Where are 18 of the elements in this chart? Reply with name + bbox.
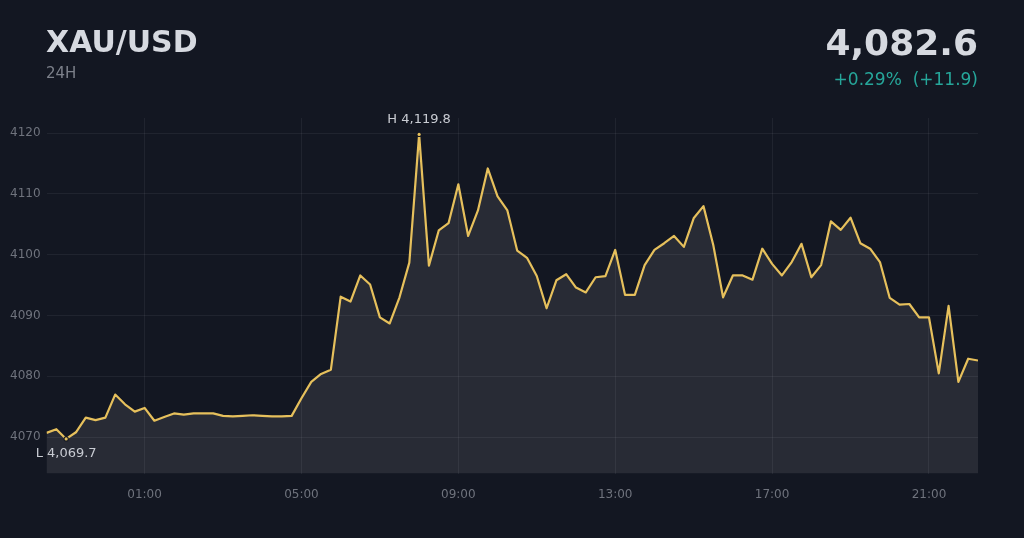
text: +0.29% (+11.9) <box>833 69 978 89</box>
x-tick-label: 01:00 <box>127 486 162 501</box>
x-tick-label: 09:00 <box>441 486 476 501</box>
y-tick-label: 4090 <box>9 307 41 322</box>
y-tick-label: 4110 <box>9 186 41 201</box>
annotation: H 4,119.8 <box>387 111 451 127</box>
y-tick-label: 4070 <box>9 429 41 444</box>
chart-title: XAU/USD <box>46 24 198 59</box>
x-tick-label: 05:00 <box>284 486 319 501</box>
chart-subtitle: 24H <box>46 64 77 82</box>
y-tick-label: 4100 <box>9 246 41 261</box>
y-tick-label: 4080 <box>9 368 41 383</box>
text: 4,082.6 <box>825 22 978 63</box>
x-tick-label: 13:00 <box>597 486 633 501</box>
annotation: L 4,069.7 <box>35 444 97 460</box>
x-tick-label: 17:00 <box>754 486 790 501</box>
x-tick-label: 21:00 <box>911 486 947 501</box>
y-tick-label: 4120 <box>9 125 41 140</box>
